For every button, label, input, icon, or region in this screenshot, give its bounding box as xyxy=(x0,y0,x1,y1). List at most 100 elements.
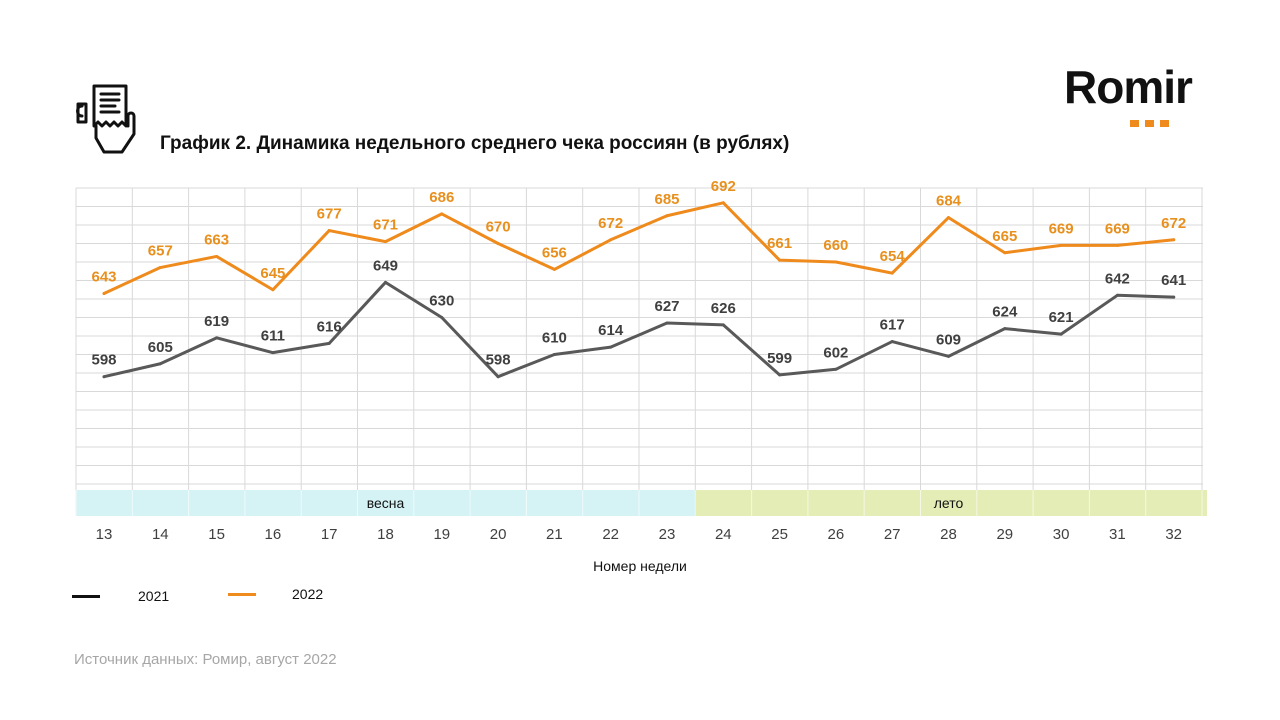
x-tick-label: 32 xyxy=(1165,526,1182,543)
x-tick-label: 16 xyxy=(265,526,282,543)
data-label-2021: 598 xyxy=(486,352,511,369)
data-label-2021: 619 xyxy=(204,313,229,330)
data-label-2021: 614 xyxy=(598,322,624,339)
data-label-2022: 669 xyxy=(1105,220,1130,237)
data-point-2021 xyxy=(609,345,613,349)
data-label-2022: 660 xyxy=(823,237,848,254)
logo-text: Romir xyxy=(1064,61,1193,113)
data-point-2022 xyxy=(327,229,331,233)
x-tick-label: 29 xyxy=(996,526,1013,543)
data-label-2022: 663 xyxy=(204,231,229,248)
data-label-2022: 671 xyxy=(373,217,398,234)
series-line-2021 xyxy=(102,280,1176,379)
x-tick-label: 22 xyxy=(602,526,619,543)
x-tick-label: 23 xyxy=(659,526,676,543)
data-label-2021: 621 xyxy=(1049,309,1074,326)
x-tick-label: 20 xyxy=(490,526,507,543)
data-label-2022: 654 xyxy=(880,248,906,265)
data-point-2021 xyxy=(327,341,331,345)
x-axis-title: Номер недели xyxy=(593,558,687,574)
receipt-hand-icon xyxy=(70,82,142,156)
data-label-2022: 670 xyxy=(486,219,511,236)
x-tick-label: 14 xyxy=(152,526,169,543)
data-label-2022: 665 xyxy=(992,228,1017,245)
season-label-summer: лето xyxy=(934,495,964,511)
x-tick-label: 26 xyxy=(828,526,845,543)
data-label-2022: 677 xyxy=(317,206,342,223)
data-label-2021: 641 xyxy=(1161,272,1186,289)
legend-label-2022: 2022 xyxy=(292,586,324,602)
data-point-2022 xyxy=(947,216,950,220)
data-point-2022 xyxy=(609,238,613,242)
data-label-2021: 610 xyxy=(542,330,567,347)
data-point-2021 xyxy=(215,336,219,340)
data-label-2022: 692 xyxy=(711,178,736,195)
data-label-2022: 685 xyxy=(654,191,679,208)
romir-logo: Romir xyxy=(1064,61,1214,127)
data-label-2021: 611 xyxy=(261,328,285,345)
data-point-2021 xyxy=(890,340,894,344)
logo-dots-icon xyxy=(1130,114,1169,132)
data-point-2021 xyxy=(947,354,950,358)
data-point-2022 xyxy=(102,291,106,295)
data-point-2022 xyxy=(1115,243,1119,247)
data-label-2022: 661 xyxy=(767,235,792,252)
x-tick-label: 25 xyxy=(771,526,788,543)
data-label-2021: 599 xyxy=(767,350,792,367)
data-point-2021 xyxy=(1003,327,1007,331)
season-band-spring xyxy=(75,490,696,516)
x-tick-label: 21 xyxy=(546,526,563,543)
data-point-2021 xyxy=(384,280,387,284)
x-tick-label: 30 xyxy=(1053,526,1070,543)
series-line-2022 xyxy=(102,201,1176,295)
x-tick-label: 19 xyxy=(433,526,450,543)
data-label-2022: 684 xyxy=(936,193,962,210)
data-point-2021 xyxy=(721,323,725,327)
data-label-2022: 672 xyxy=(598,215,623,232)
x-tick-label: 17 xyxy=(321,526,338,543)
data-label-2021: 609 xyxy=(936,331,961,348)
data-point-2022 xyxy=(496,242,500,245)
data-label-2021: 624 xyxy=(992,304,1018,321)
data-label-2021: 617 xyxy=(880,317,905,334)
data-point-2022 xyxy=(384,240,387,244)
data-label-2021: 598 xyxy=(91,352,116,369)
data-point-2021 xyxy=(834,367,838,371)
data-label-2021: 630 xyxy=(429,293,454,310)
data-point-2022 xyxy=(721,201,725,205)
x-tick-label: 24 xyxy=(715,526,732,543)
x-tick-label: 18 xyxy=(377,526,394,543)
data-label-2022: 656 xyxy=(542,244,567,261)
x-tick-label: 28 xyxy=(940,526,957,543)
data-point-2022 xyxy=(440,212,444,216)
data-label-2022: 645 xyxy=(260,265,285,282)
data-point-2022 xyxy=(1003,251,1007,255)
data-point-2022 xyxy=(665,214,669,218)
data-point-2021 xyxy=(496,375,500,379)
data-point-2022 xyxy=(778,258,782,262)
x-tick-label: 15 xyxy=(208,526,225,543)
data-label-2021: 616 xyxy=(317,318,342,335)
data-point-2021 xyxy=(1172,295,1176,299)
data-label-2021: 605 xyxy=(148,339,173,356)
legend-swatch-2022 xyxy=(228,593,256,596)
data-point-2022 xyxy=(215,254,219,258)
season-band-summer xyxy=(695,490,1207,516)
data-label-2022: 669 xyxy=(1049,220,1074,237)
data-label-2022: 643 xyxy=(91,268,116,285)
data-point-2021 xyxy=(102,375,106,379)
data-point-2021 xyxy=(440,316,444,319)
data-label-2021: 649 xyxy=(373,257,398,274)
data-label-2021: 626 xyxy=(711,300,736,317)
data-point-2021 xyxy=(158,362,162,366)
data-point-2021 xyxy=(1115,293,1119,297)
data-point-2021 xyxy=(271,351,275,355)
data-label-2021: 627 xyxy=(654,298,679,315)
season-label-spring: весна xyxy=(367,495,405,511)
legend-label-2021: 2021 xyxy=(138,588,170,604)
source-note: Источник данных: Ромир, август 2022 xyxy=(74,651,337,668)
data-point-2022 xyxy=(890,271,894,275)
x-tick-label: 27 xyxy=(884,526,901,543)
data-point-2022 xyxy=(834,260,838,264)
data-label-2022: 672 xyxy=(1161,215,1186,232)
